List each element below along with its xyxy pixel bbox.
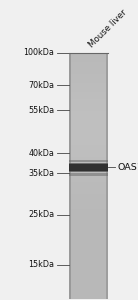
Bar	[69, 102, 108, 105]
Bar	[69, 292, 108, 296]
Bar	[69, 56, 108, 59]
Bar	[69, 249, 108, 253]
Bar	[69, 120, 108, 124]
Bar	[69, 200, 108, 204]
Bar	[69, 259, 108, 262]
Text: Mouse liver: Mouse liver	[87, 8, 129, 50]
Text: 70kDa: 70kDa	[29, 81, 55, 90]
Bar	[69, 215, 108, 219]
Bar	[69, 271, 108, 275]
Bar	[69, 95, 108, 99]
Bar	[69, 157, 108, 161]
Bar	[69, 148, 108, 152]
Bar	[69, 234, 108, 238]
Bar	[69, 89, 108, 93]
Bar	[69, 68, 108, 71]
Bar	[69, 280, 108, 284]
Bar	[69, 123, 108, 127]
Bar	[69, 114, 108, 118]
Bar	[69, 167, 108, 169]
Bar	[69, 176, 108, 179]
Bar	[69, 126, 108, 130]
Bar	[69, 188, 108, 191]
Text: OAS1: OAS1	[117, 163, 138, 172]
Bar	[69, 145, 108, 148]
Bar	[69, 142, 108, 145]
Bar	[69, 132, 108, 136]
Bar	[69, 111, 108, 115]
Bar	[69, 225, 108, 228]
Bar	[69, 86, 108, 90]
Bar	[69, 268, 108, 272]
Bar	[69, 228, 108, 232]
Bar	[69, 185, 108, 188]
Bar	[69, 173, 108, 176]
Bar	[69, 289, 108, 293]
Bar	[69, 92, 108, 96]
Bar	[69, 222, 108, 225]
Bar	[69, 99, 108, 102]
Bar	[69, 136, 108, 139]
Bar	[69, 129, 108, 133]
Bar	[69, 52, 71, 298]
Bar	[69, 262, 108, 265]
Bar	[69, 77, 108, 81]
Bar	[69, 277, 108, 281]
Bar	[69, 212, 108, 216]
Bar	[69, 164, 108, 171]
Bar	[69, 206, 108, 210]
Bar	[69, 283, 108, 287]
Bar	[69, 160, 108, 164]
Bar	[69, 108, 108, 112]
Bar	[69, 274, 108, 278]
Bar	[69, 194, 108, 198]
Text: 100kDa: 100kDa	[24, 48, 55, 57]
Bar	[69, 182, 108, 185]
Bar	[69, 178, 108, 182]
Bar	[69, 246, 108, 250]
Bar	[69, 209, 108, 213]
Bar	[69, 265, 108, 268]
Text: 55kDa: 55kDa	[28, 106, 55, 115]
Bar	[69, 243, 108, 247]
Bar	[69, 71, 108, 75]
Bar	[69, 286, 108, 290]
Bar	[69, 52, 108, 56]
Bar	[69, 163, 108, 167]
Bar	[69, 80, 108, 84]
Bar	[69, 191, 108, 194]
Bar	[69, 160, 108, 163]
Bar	[69, 74, 108, 78]
Bar	[69, 139, 108, 142]
Bar	[69, 197, 108, 201]
Bar	[69, 252, 108, 256]
Bar	[69, 105, 108, 108]
Bar	[69, 219, 108, 222]
Text: 15kDa: 15kDa	[29, 260, 55, 269]
Bar	[69, 163, 108, 166]
Bar	[69, 203, 108, 207]
Bar	[69, 255, 108, 259]
Text: 25kDa: 25kDa	[28, 210, 55, 219]
Bar	[69, 172, 108, 176]
Bar	[69, 62, 108, 65]
Bar	[69, 169, 108, 173]
Bar	[69, 59, 108, 62]
Bar	[69, 170, 108, 172]
Bar	[69, 237, 108, 241]
Bar	[69, 296, 108, 299]
Bar	[69, 83, 108, 87]
Bar	[69, 65, 108, 68]
Bar	[69, 154, 108, 158]
Bar	[69, 166, 108, 170]
Bar	[69, 231, 108, 235]
Text: 35kDa: 35kDa	[29, 169, 55, 178]
Bar	[69, 240, 108, 244]
Bar	[69, 117, 108, 121]
Bar	[106, 52, 108, 298]
Bar	[69, 151, 108, 154]
Text: 40kDa: 40kDa	[29, 148, 55, 158]
